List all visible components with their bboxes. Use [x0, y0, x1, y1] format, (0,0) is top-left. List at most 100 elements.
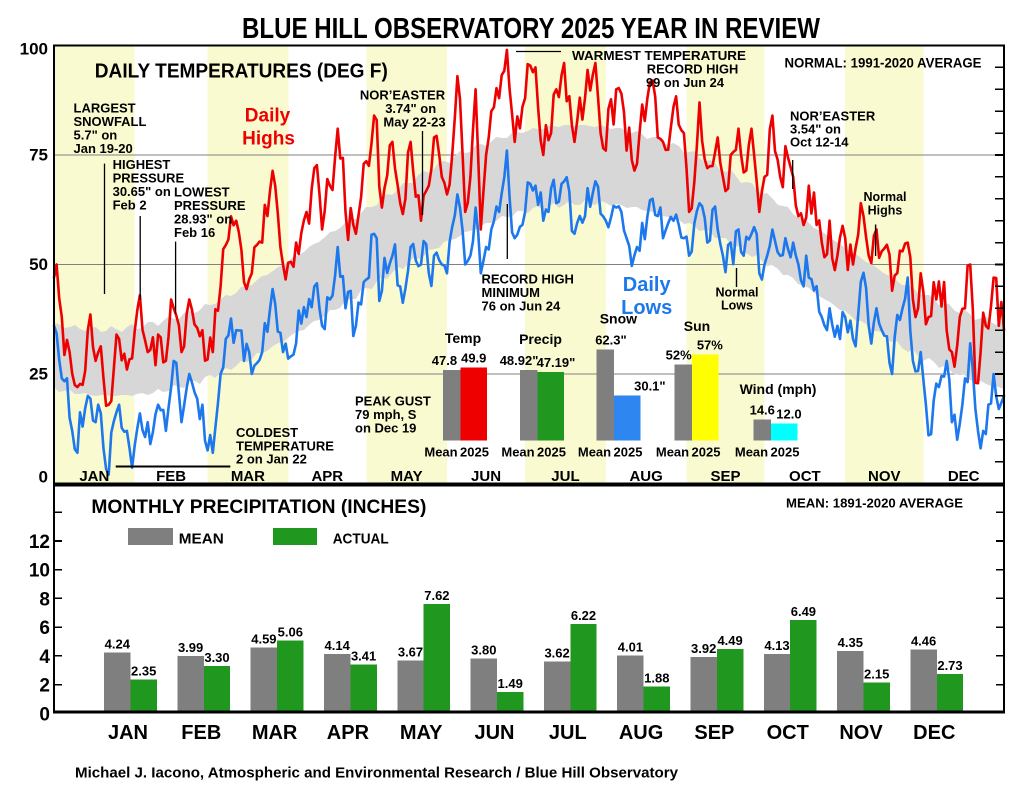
- svg-text:AUG: AUG: [619, 722, 663, 744]
- svg-text:4.59: 4.59: [251, 631, 276, 646]
- svg-text:MAY: MAY: [400, 722, 443, 744]
- svg-text:99 on Jun 24: 99 on Jun 24: [646, 75, 725, 90]
- svg-text:Mean: Mean: [735, 445, 768, 460]
- svg-text:OCT: OCT: [789, 468, 821, 485]
- svg-text:3.99: 3.99: [178, 640, 203, 655]
- svg-text:48.92": 48.92": [500, 353, 539, 368]
- svg-text:Jan 19-20: Jan 19-20: [74, 141, 133, 156]
- svg-text:2025: 2025: [537, 445, 566, 460]
- svg-text:Snow: Snow: [600, 311, 637, 327]
- svg-text:4.46: 4.46: [911, 633, 936, 648]
- svg-text:RECORD HIGH: RECORD HIGH: [647, 62, 739, 77]
- svg-text:MAR: MAR: [252, 722, 298, 744]
- svg-text:2: 2: [39, 676, 50, 697]
- svg-text:HIGHEST: HIGHEST: [113, 157, 171, 172]
- svg-text:Highs: Highs: [242, 129, 295, 150]
- svg-text:3.74" on: 3.74" on: [385, 101, 436, 116]
- svg-text:76 on Jun 24: 76 on Jun 24: [482, 299, 562, 314]
- svg-text:2025: 2025: [771, 445, 800, 460]
- svg-text:1.49: 1.49: [498, 676, 523, 691]
- svg-text:6: 6: [39, 618, 50, 639]
- svg-text:JAN: JAN: [108, 722, 148, 744]
- svg-text:3.30: 3.30: [204, 650, 229, 665]
- svg-text:3.67: 3.67: [398, 645, 423, 660]
- svg-text:JAN: JAN: [79, 468, 109, 485]
- svg-text:NOV: NOV: [868, 468, 901, 485]
- svg-text:Mean: Mean: [578, 445, 611, 460]
- svg-text:47.8: 47.8: [432, 353, 457, 368]
- svg-text:Lows: Lows: [721, 299, 753, 313]
- svg-text:4.49: 4.49: [717, 633, 742, 648]
- svg-text:Daily: Daily: [623, 274, 672, 296]
- svg-text:MINIMUM: MINIMUM: [482, 285, 541, 300]
- svg-text:LOWEST: LOWEST: [174, 184, 230, 199]
- svg-text:1.88: 1.88: [644, 670, 669, 685]
- svg-text:12: 12: [29, 532, 50, 553]
- svg-text:2.73: 2.73: [937, 658, 962, 673]
- svg-text:50: 50: [29, 255, 48, 274]
- svg-text:2.35: 2.35: [131, 664, 156, 679]
- svg-text:0: 0: [39, 704, 50, 725]
- svg-text:SNOWFALL: SNOWFALL: [74, 114, 147, 129]
- svg-text:DEC: DEC: [948, 468, 980, 485]
- svg-text:7.62: 7.62: [424, 588, 449, 603]
- svg-text:Lows: Lows: [621, 297, 672, 319]
- svg-text:30.65" on: 30.65" on: [113, 184, 171, 199]
- svg-text:RECORD HIGH: RECORD HIGH: [482, 272, 574, 287]
- svg-text:62.3": 62.3": [595, 332, 626, 347]
- svg-text:Highs: Highs: [868, 204, 903, 218]
- svg-text:SEP: SEP: [694, 722, 734, 744]
- svg-text:Precip: Precip: [519, 331, 562, 347]
- svg-text:MEAN: MEAN: [179, 531, 224, 548]
- svg-text:57%: 57%: [697, 338, 723, 353]
- svg-text:TEMPERATURE: TEMPERATURE: [236, 438, 334, 453]
- svg-text:2025: 2025: [614, 445, 643, 460]
- svg-text:NORMAL: 1991-2020 AVERAGE: NORMAL: 1991-2020 AVERAGE: [785, 55, 982, 71]
- svg-text:BLUE HILL OBSERVATORY 2025 YEA: BLUE HILL OBSERVATORY 2025 YEAR IN REVIE…: [242, 13, 821, 45]
- svg-text:FEB: FEB: [156, 468, 186, 485]
- svg-text:25: 25: [29, 365, 48, 384]
- svg-text:6.49: 6.49: [791, 604, 816, 619]
- svg-text:PEAK GUST: PEAK GUST: [355, 393, 431, 408]
- svg-text:2025: 2025: [460, 445, 489, 460]
- svg-text:Oct 12-14: Oct 12-14: [790, 135, 849, 150]
- svg-text:47.19": 47.19": [537, 355, 576, 370]
- svg-text:49.9: 49.9: [461, 351, 486, 366]
- svg-text:DEC: DEC: [913, 722, 955, 744]
- svg-text:14.6: 14.6: [750, 402, 775, 417]
- svg-text:NOV: NOV: [839, 722, 883, 744]
- svg-text:Feb 16: Feb 16: [174, 225, 215, 240]
- svg-text:Mean: Mean: [424, 445, 457, 460]
- svg-text:MAR: MAR: [231, 468, 265, 485]
- svg-text:APR: APR: [311, 468, 343, 485]
- svg-text:NOR’EASTER: NOR’EASTER: [790, 109, 876, 124]
- svg-text:AUG: AUG: [629, 468, 662, 485]
- svg-text:6.22: 6.22: [571, 608, 596, 623]
- svg-text:Daily: Daily: [245, 106, 291, 127]
- svg-text:3.80: 3.80: [471, 643, 496, 658]
- svg-text:Mean: Mean: [656, 445, 689, 460]
- svg-text:52%: 52%: [666, 348, 692, 363]
- svg-text:Feb 2: Feb 2: [113, 198, 147, 213]
- svg-text:JUL: JUL: [551, 468, 579, 485]
- svg-text:8: 8: [39, 589, 50, 610]
- svg-text:30.1": 30.1": [634, 379, 665, 394]
- svg-text:Michael J. Iacono, Atmospheric: Michael J. Iacono, Atmospheric and Envir…: [75, 765, 679, 782]
- svg-text:JUN: JUN: [471, 468, 501, 485]
- svg-text:May 22-23: May 22-23: [383, 115, 445, 130]
- svg-text:PRESSURE: PRESSURE: [174, 198, 246, 213]
- svg-text:MONTHLY PRECIPITATION (INCHES): MONTHLY PRECIPITATION (INCHES): [91, 497, 426, 518]
- svg-text:10: 10: [29, 561, 50, 582]
- svg-text:APR: APR: [327, 722, 370, 744]
- svg-text:OCT: OCT: [767, 722, 809, 744]
- svg-text:Normal: Normal: [863, 190, 906, 204]
- svg-text:JUN: JUN: [474, 722, 514, 744]
- svg-text:2025: 2025: [692, 445, 721, 460]
- svg-text:2 on Jan 22: 2 on Jan 22: [236, 452, 307, 467]
- svg-text:12.0: 12.0: [776, 407, 801, 422]
- svg-text:FEB: FEB: [181, 722, 221, 744]
- svg-text:4.13: 4.13: [764, 638, 789, 653]
- svg-text:Temp: Temp: [445, 330, 481, 346]
- svg-text:COLDEST: COLDEST: [236, 425, 298, 440]
- svg-text:Mean: Mean: [501, 445, 534, 460]
